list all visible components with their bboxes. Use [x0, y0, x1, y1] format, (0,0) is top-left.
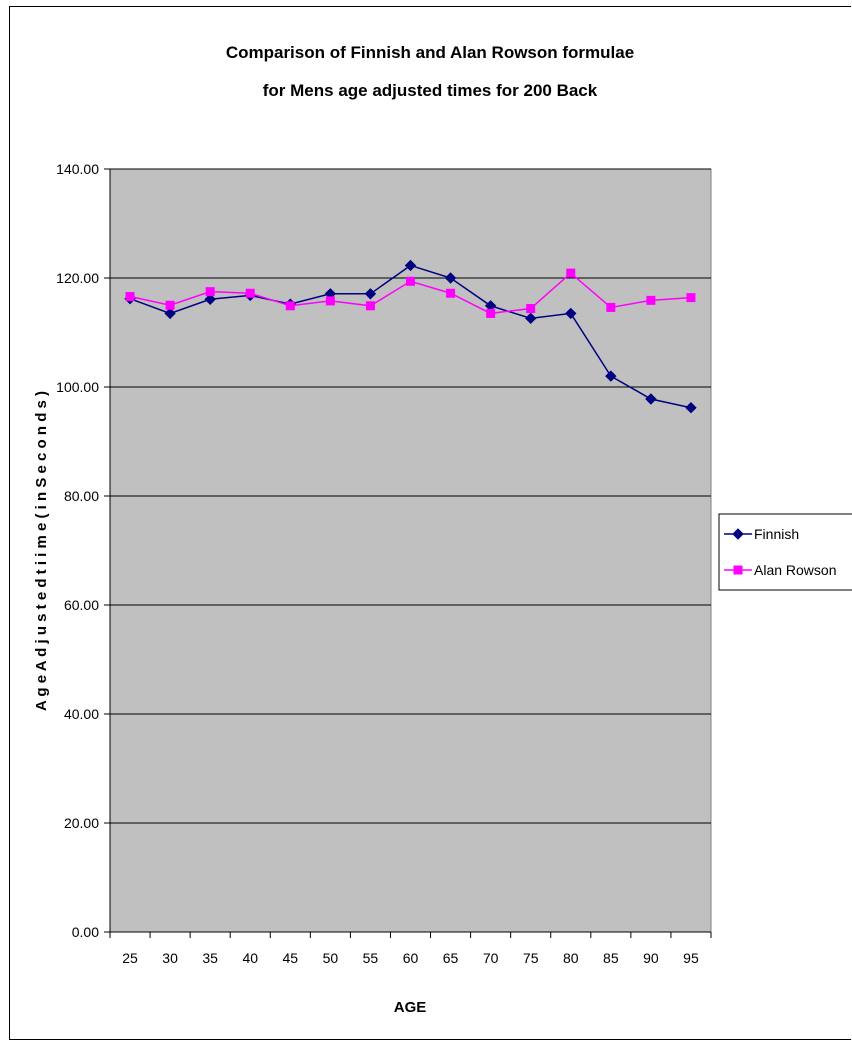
data-point-alan-rowson — [486, 308, 496, 318]
chart-subtitle: for Mens age adjusted times for 200 Back — [263, 81, 598, 100]
y-tick-label: 60.00 — [64, 597, 99, 613]
series-layer — [124, 259, 697, 414]
data-point-alan-rowson — [245, 288, 255, 298]
data-point-alan-rowson — [125, 292, 135, 302]
x-tick-label: 80 — [563, 950, 579, 966]
x-tick-label: 50 — [323, 950, 339, 966]
data-point-finnish — [364, 288, 377, 300]
data-point-finnish — [685, 402, 697, 414]
legend: Finnish Alan Rowson — [718, 513, 852, 591]
x-tick-label: 45 — [283, 950, 299, 966]
x-tick-label: 30 — [162, 950, 178, 966]
data-point-alan-rowson — [686, 293, 696, 303]
data-point-alan-rowson — [285, 301, 295, 311]
x-tick-label: 40 — [242, 950, 258, 966]
y-tick-label: 100.00 — [56, 379, 99, 395]
chart-title: Comparison of Finnish and Alan Rowson fo… — [226, 43, 634, 62]
data-point-finnish — [404, 259, 417, 272]
x-tick-label: 25 — [122, 950, 138, 966]
data-point-finnish — [565, 307, 577, 320]
legend-label-alan-rowson: Alan Rowson — [754, 562, 837, 578]
data-point-alan-rowson — [165, 300, 175, 310]
x-tick-label: 85 — [603, 950, 619, 966]
legend-box — [718, 513, 852, 591]
data-point-finnish — [524, 312, 537, 325]
legend-marker-finnish — [732, 528, 744, 540]
y-tick-label: 20.00 — [64, 815, 99, 831]
series-alan-rowson — [125, 268, 696, 318]
data-point-alan-rowson — [646, 295, 656, 305]
y-tick-label: 140.00 — [56, 161, 99, 177]
legend-label-finnish: Finnish — [754, 526, 799, 542]
x-tick-label: 60 — [403, 950, 419, 966]
data-point-alan-rowson — [406, 276, 415, 286]
x-tick-label: 90 — [643, 950, 659, 966]
x-tick-label: 75 — [523, 950, 539, 966]
legend-marker-alan-rowson — [733, 565, 743, 575]
x-tick-label: 95 — [683, 950, 699, 966]
data-point-alan-rowson — [446, 288, 456, 298]
y-axis-ticks: 0.00 20.00 40.00 60.00 80.00 100.00 120.00 140.… — [56, 161, 110, 940]
data-point-finnish — [605, 370, 617, 382]
y-tick-label: 120.00 — [56, 270, 99, 286]
y-tick-label: 40.00 — [64, 706, 99, 722]
data-point-alan-rowson — [325, 296, 335, 306]
data-point-finnish — [645, 393, 657, 405]
y-axis-title: A g e A d j u s t e d t i i m e ( i n S … — [33, 391, 50, 711]
y-tick-label: 0.00 — [72, 924, 99, 940]
data-point-alan-rowson — [526, 304, 536, 314]
y-tick-label: 80.00 — [64, 488, 99, 504]
x-tick-label: 35 — [202, 950, 218, 966]
data-point-finnish — [204, 293, 216, 305]
axes — [109, 169, 711, 933]
x-axis-title: AGE — [394, 999, 427, 1016]
data-point-alan-rowson — [606, 302, 616, 312]
data-point-finnish — [164, 307, 176, 320]
x-tick-label: 55 — [363, 950, 379, 966]
x-axis-ticks: 25 30 35 40 45 50 55 60 65 70 75 80 85 90 95 — [109, 932, 712, 966]
data-point-alan-rowson — [365, 301, 375, 311]
x-tick-label: 70 — [483, 950, 499, 966]
data-point-alan-rowson — [205, 287, 215, 297]
x-tick-label: 65 — [443, 950, 459, 966]
data-point-alan-rowson — [566, 268, 576, 278]
data-point-finnish — [444, 272, 457, 284]
